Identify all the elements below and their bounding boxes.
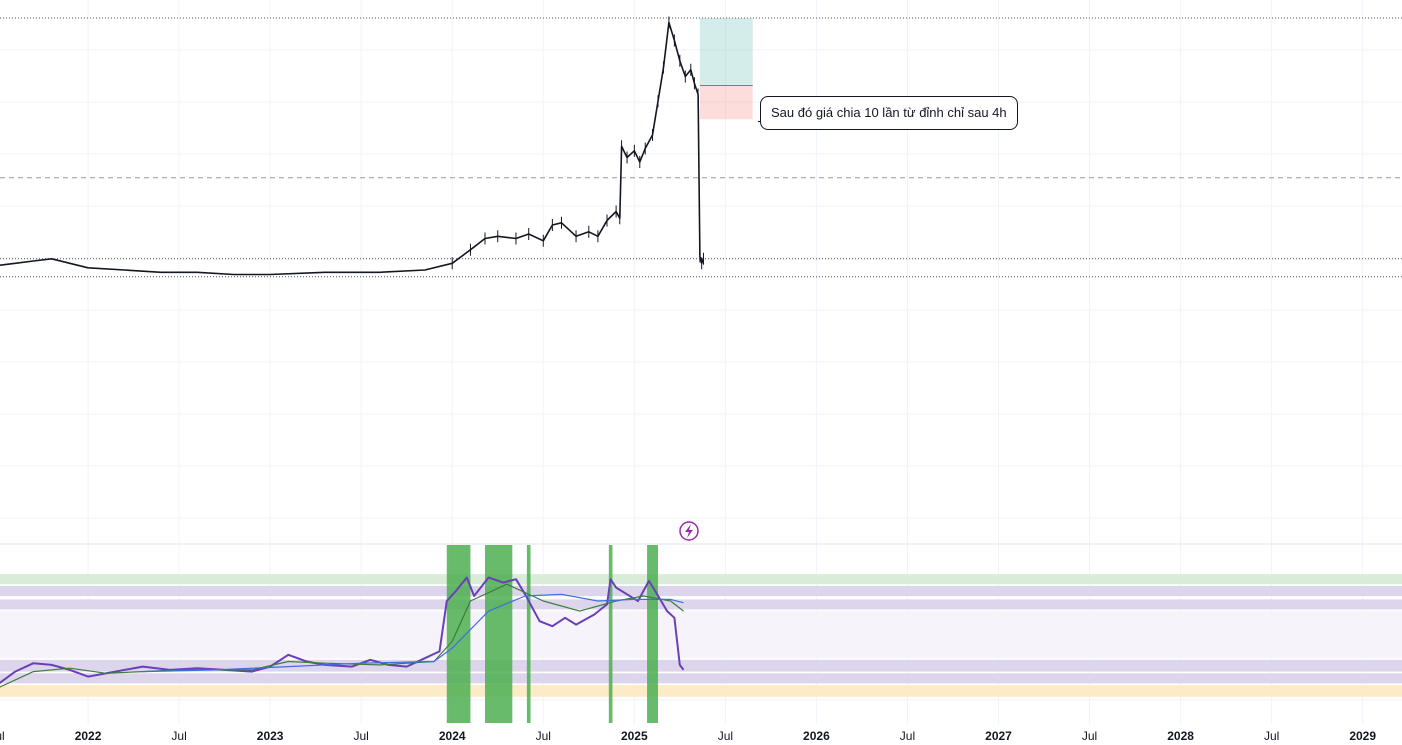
position-target-zone — [699, 18, 753, 86]
x-tick-label-14: Jul — [1264, 729, 1279, 740]
x-tick-label-2: Jul — [171, 729, 186, 740]
price-series — [0, 16, 705, 276]
osc-highlight-0 — [446, 545, 471, 723]
osc-band-3 — [0, 611, 1402, 659]
x-tick-label-13: 2028 — [1167, 729, 1194, 740]
osc-band-6 — [0, 685, 1402, 697]
osc-line-main — [0, 576, 685, 685]
oscillator-bands — [0, 574, 1402, 697]
osc-highlight-3 — [608, 545, 613, 723]
x-tick-label-7: 2025 — [621, 729, 648, 740]
x-axis: Jul 2022 Jul 2023 Jul 2024 Jul 2025 Jul 2026 Jul 20… — [0, 729, 1376, 743]
position-tool — [699, 18, 753, 120]
oscillator-highlights — [446, 545, 658, 723]
osc-band-0 — [0, 574, 1402, 585]
osc-band-1 — [0, 585, 1402, 596]
osc-highlight-4 — [647, 545, 658, 723]
x-tick-label-1: 2022 — [75, 729, 102, 740]
x-tick-label-6: Jul — [536, 729, 551, 740]
alert-icon[interactable] — [679, 521, 699, 541]
x-tick-label-0: Jul — [0, 729, 5, 740]
x-tick-label-8: Jul — [718, 729, 733, 740]
x-tick-label-5: 2024 — [439, 729, 466, 740]
osc-line-signal — [142, 593, 684, 673]
oscillator-lines — [0, 576, 685, 688]
osc-band-2 — [0, 599, 1402, 610]
osc-band-4 — [0, 659, 1402, 672]
position-stop-zone — [699, 85, 753, 120]
osc-band-5 — [0, 673, 1402, 684]
osc-highlight-2 — [526, 545, 531, 723]
x-tick-label-12: Jul — [1082, 729, 1097, 740]
x-tick-label-3: 2023 — [257, 729, 284, 740]
osc-line-smooth — [0, 583, 684, 688]
osc-highlight-1 — [485, 545, 513, 723]
x-tick-label-4: Jul — [354, 729, 369, 740]
x-tick-label-9: 2026 — [803, 729, 830, 740]
x-tick-label-11: 2027 — [985, 729, 1012, 740]
x-tick-label-15: 2029 — [1349, 729, 1376, 740]
annotation-callout[interactable]: Sau đó giá chia 10 lần từ đỉnh chỉ sau 4… — [760, 96, 1018, 130]
x-tick-label-10: Jul — [900, 729, 915, 740]
